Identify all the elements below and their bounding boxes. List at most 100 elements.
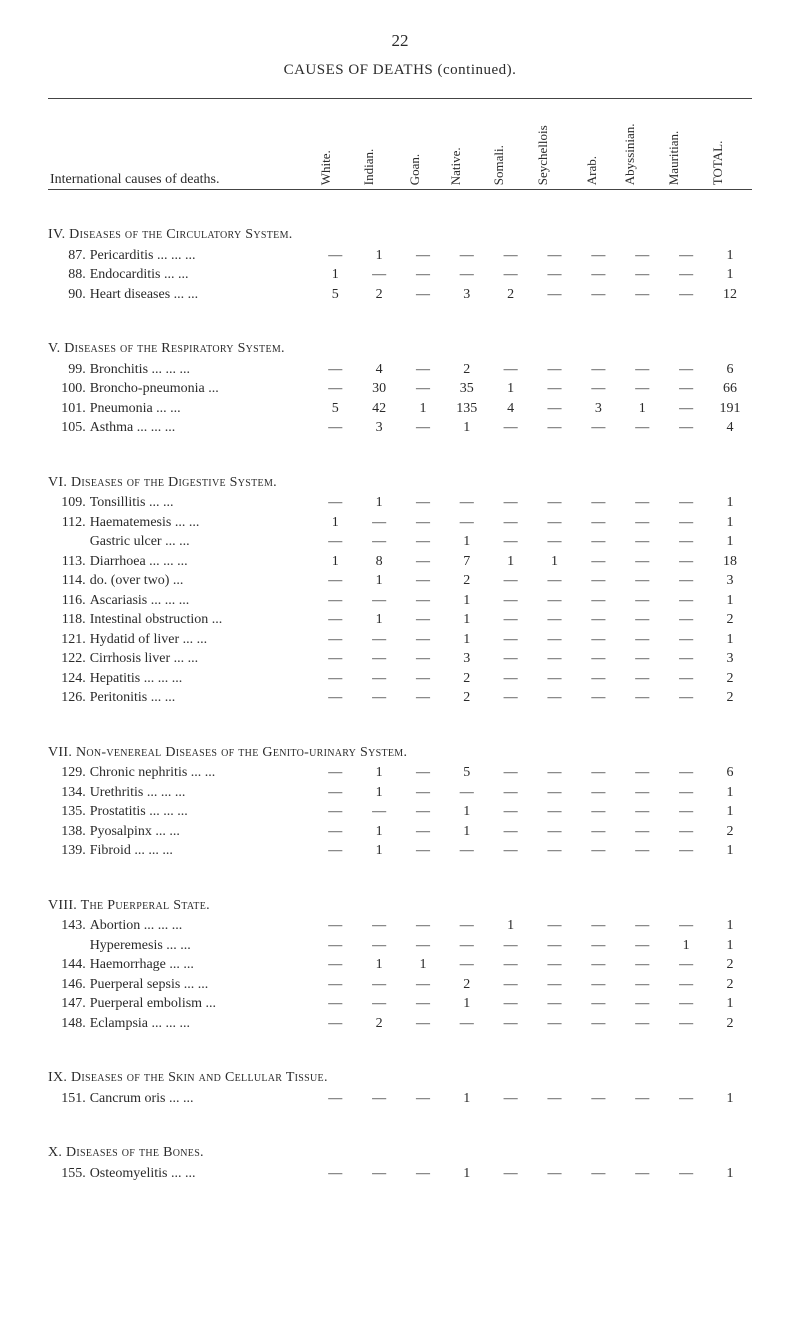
- cell-value: —: [401, 285, 445, 305]
- cell-value: 1: [445, 1089, 489, 1109]
- cell-value: —: [533, 360, 577, 380]
- section-roman: VIII.: [48, 898, 81, 913]
- row-number: 105.: [48, 418, 88, 438]
- cell-value: —: [664, 246, 708, 266]
- cell-value: —: [533, 841, 577, 861]
- cell-value: —: [533, 802, 577, 822]
- cell-value: —: [576, 1089, 620, 1109]
- cell-value: —: [313, 1164, 357, 1184]
- table-row: 155.Osteomyelitis ... ...———1—————1: [48, 1164, 752, 1184]
- cell-value: 35: [445, 379, 489, 399]
- cell-value: —: [357, 513, 401, 533]
- cell-value: —: [576, 802, 620, 822]
- cell-value: —: [401, 1089, 445, 1109]
- row-number: [48, 936, 88, 956]
- cell-value: —: [664, 399, 708, 419]
- cell-value: —: [533, 669, 577, 689]
- cell-value: —: [664, 418, 708, 438]
- cell-value: —: [664, 763, 708, 783]
- cell-value: —: [489, 649, 533, 669]
- page-number: 22: [48, 30, 752, 51]
- cell-value: —: [401, 532, 445, 552]
- cell-value: —: [489, 571, 533, 591]
- table-row: 118.Intestinal obstruction ...—1—1—————2: [48, 610, 752, 630]
- cell-value: —: [576, 552, 620, 572]
- cell-value: 1: [357, 822, 401, 842]
- row-name: Osteomyelitis ... ...: [88, 1164, 314, 1184]
- cell-value: —: [357, 591, 401, 611]
- cell-value: —: [313, 783, 357, 803]
- cell-value: —: [576, 246, 620, 266]
- cell-value: —: [620, 1089, 664, 1109]
- cell-value: —: [357, 994, 401, 1014]
- cell-value: —: [489, 822, 533, 842]
- cell-value: 2: [708, 688, 752, 708]
- cell-value: —: [620, 246, 664, 266]
- cell-value: —: [401, 591, 445, 611]
- cell-value: —: [489, 246, 533, 266]
- row-number: 139.: [48, 841, 88, 861]
- cell-value: —: [489, 955, 533, 975]
- cell-value: 8: [357, 552, 401, 572]
- left-header: International causes of deaths.: [48, 101, 313, 189]
- cell-value: —: [357, 649, 401, 669]
- cell-value: —: [313, 379, 357, 399]
- table-row: Hyperemesis ... ...————————11: [48, 936, 752, 956]
- cell-value: 1: [708, 493, 752, 513]
- table-row: 144.Haemorrhage ... ...—11——————2: [48, 955, 752, 975]
- cell-value: —: [313, 994, 357, 1014]
- cell-value: —: [357, 1164, 401, 1184]
- cell-value: —: [401, 418, 445, 438]
- table-row: 88.Endocarditis ... ...1————————1: [48, 265, 752, 285]
- cell-value: —: [620, 649, 664, 669]
- cell-value: —: [489, 1089, 533, 1109]
- cell-value: 3: [445, 285, 489, 305]
- cell-value: 2: [445, 688, 489, 708]
- cell-value: 1: [313, 265, 357, 285]
- cell-value: —: [664, 532, 708, 552]
- section-title: Non-venereal Diseases of the Genito-urin…: [76, 745, 407, 760]
- cell-value: —: [489, 841, 533, 861]
- cell-value: 3: [445, 649, 489, 669]
- cell-value: —: [533, 379, 577, 399]
- cell-value: —: [313, 841, 357, 861]
- row-number: 113.: [48, 552, 88, 572]
- cell-value: —: [620, 975, 664, 995]
- cell-value: —: [664, 571, 708, 591]
- cell-value: —: [357, 265, 401, 285]
- cell-value: —: [533, 822, 577, 842]
- cell-value: —: [313, 418, 357, 438]
- cell-value: —: [576, 610, 620, 630]
- cell-value: —: [620, 285, 664, 305]
- cell-value: —: [620, 1014, 664, 1034]
- cell-value: —: [445, 1014, 489, 1034]
- cell-value: —: [664, 955, 708, 975]
- cell-value: —: [401, 763, 445, 783]
- table-row: 90.Heart diseases ... ...52—32————12: [48, 285, 752, 305]
- table-row: 135.Prostatitis ... ... ...———1—————1: [48, 802, 752, 822]
- cell-value: —: [489, 610, 533, 630]
- cell-value: —: [401, 493, 445, 513]
- cell-value: —: [664, 1089, 708, 1109]
- cell-value: —: [533, 1014, 577, 1034]
- cell-value: 1: [708, 513, 752, 533]
- table-row: 113.Diarrhoea ... ... ...18—711———18: [48, 552, 752, 572]
- row-name: Fibroid ... ... ...: [88, 841, 314, 861]
- col-abyssinian: Abyssinian.: [620, 101, 664, 189]
- cell-value: 1: [708, 936, 752, 956]
- cell-value: —: [533, 630, 577, 650]
- cell-value: 191: [708, 399, 752, 419]
- cell-value: —: [313, 688, 357, 708]
- row-name: Hydatid of liver ... ...: [88, 630, 314, 650]
- table-row: 151.Cancrum oris ... ...———1—————1: [48, 1089, 752, 1109]
- cell-value: 1: [489, 379, 533, 399]
- doc-title: CAUSES OF DEATHS (continued).: [48, 61, 752, 80]
- cell-value: —: [576, 513, 620, 533]
- cell-value: —: [313, 649, 357, 669]
- cell-value: 5: [445, 763, 489, 783]
- cell-value: —: [445, 493, 489, 513]
- col-seychellois: Seychellois: [533, 101, 577, 189]
- cell-value: —: [620, 418, 664, 438]
- cell-value: —: [401, 994, 445, 1014]
- cell-value: —: [313, 246, 357, 266]
